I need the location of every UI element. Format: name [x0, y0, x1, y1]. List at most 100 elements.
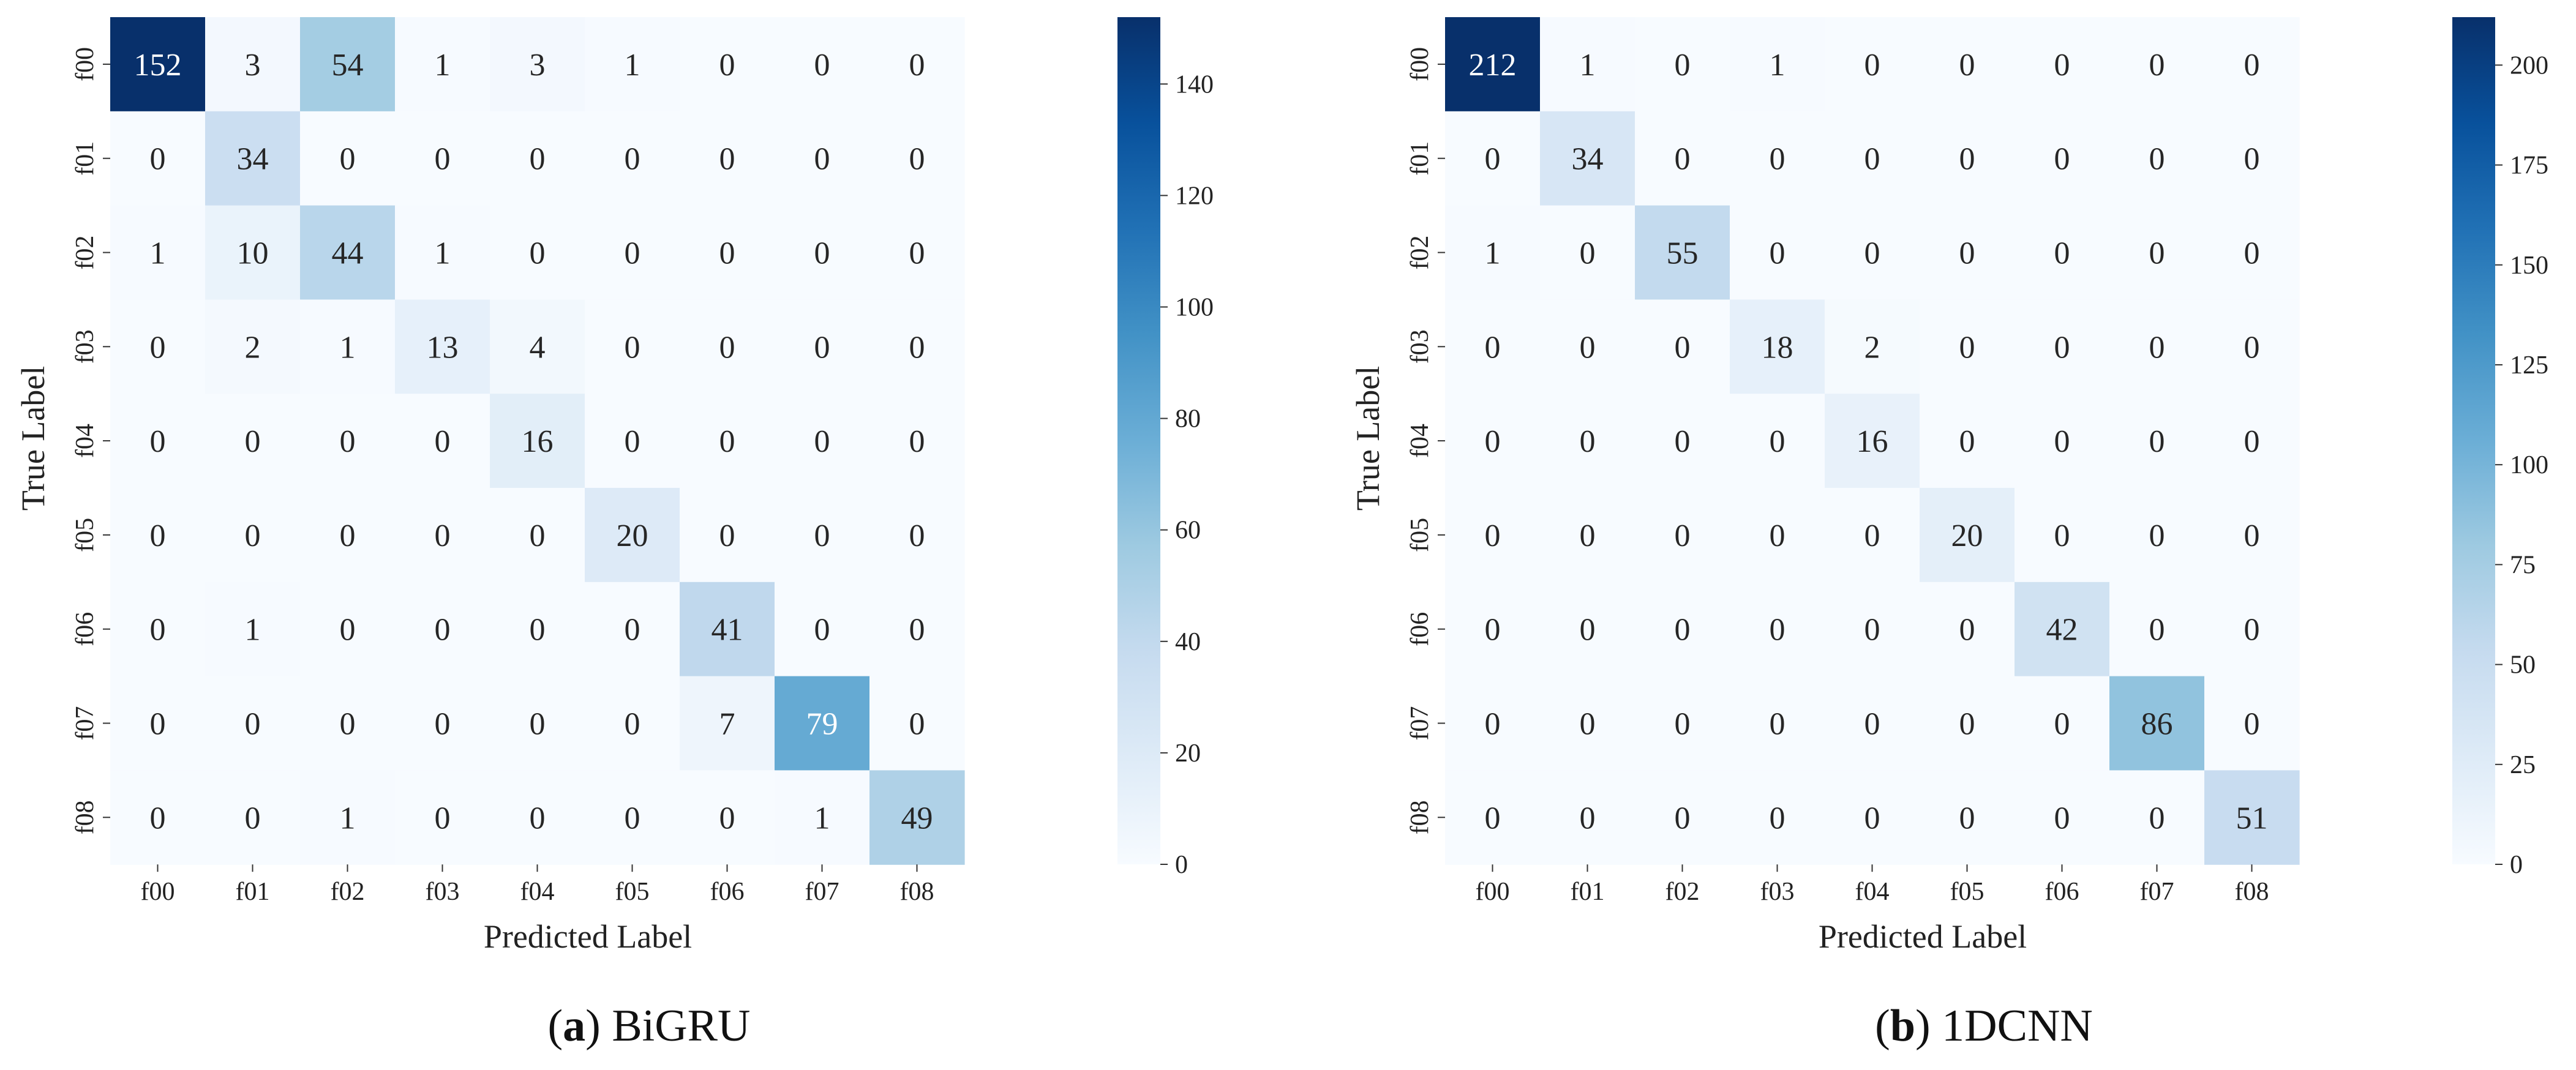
heatmap-cell — [395, 17, 490, 112]
heatmap-cell — [205, 205, 301, 300]
heatmap-cell — [300, 205, 396, 300]
heatmap-panel-a: 152 3 54 1 3 1 0 0 00 34 0 0 0 0 0 0 01 10 44 1 0 0 0 0 00 2 1 13 4 0… — [15, 17, 1214, 1051]
heatmap-cell — [110, 111, 206, 206]
heatmap-cell — [1445, 676, 1541, 771]
cell-value-label: 0 — [435, 707, 451, 742]
heatmap-cell — [1920, 488, 2015, 583]
cell-value-label: 0 — [1580, 613, 1596, 648]
cell-value-label: 0 — [1580, 236, 1596, 271]
heatmap-cell — [205, 488, 301, 583]
cell-value-label: 16 — [522, 424, 554, 459]
heatmap-cell — [1920, 17, 2015, 112]
colorbar-tick-label: 140 — [1175, 70, 1214, 99]
cell-value-label: 0 — [1485, 142, 1501, 177]
cell-value-label: 0 — [245, 801, 261, 836]
heatmap-cell — [490, 394, 585, 488]
heatmap-cell — [585, 582, 680, 677]
heatmap-cell — [1730, 111, 1825, 206]
heatmap-cell — [1730, 299, 1825, 394]
colorbar-tick-label: 100 — [2510, 451, 2548, 479]
heatmap-cell — [2204, 111, 2300, 206]
cell-value-label: 0 — [814, 236, 830, 271]
cell-value-label: 0 — [2244, 707, 2260, 742]
heatmap-cell — [1920, 205, 2015, 300]
y-tick-label: f04 — [71, 424, 99, 458]
y-tick-label: f02 — [71, 236, 99, 270]
heatmap-cell — [869, 582, 965, 677]
cell-value-label: 0 — [1675, 48, 1691, 83]
cell-value-label: 0 — [1959, 613, 1975, 648]
heatmap-cell — [1635, 17, 1730, 112]
heatmap-cell — [585, 770, 680, 865]
x-axis-title-b: Predicted Label — [1819, 918, 2027, 955]
cell-value-label: 0 — [1770, 707, 1786, 742]
cell-value-label: 0 — [1675, 518, 1691, 553]
x-tick-label: f00 — [141, 878, 175, 906]
cell-value-label: 44 — [332, 236, 364, 271]
heatmap-cell — [490, 205, 585, 300]
cell-value-label: 152 — [134, 48, 182, 83]
cell-value-label: 0 — [150, 518, 166, 553]
heatmap-cell — [2109, 488, 2205, 583]
cell-value-label: 7 — [719, 707, 735, 742]
heatmap-cell — [395, 111, 490, 206]
cell-value-label: 0 — [625, 707, 640, 742]
heatmap-cell — [300, 17, 396, 112]
cell-value-label: 0 — [2244, 48, 2260, 83]
cell-value-label: 0 — [150, 330, 166, 365]
y-tick-label: f03 — [1406, 329, 1434, 364]
colorbar-a — [1117, 17, 1160, 864]
cell-value-label: 1 — [245, 613, 261, 648]
heatmap-cell — [775, 676, 870, 771]
x-tick-label: f05 — [615, 878, 650, 906]
heatmap-cell — [1540, 770, 1635, 865]
cell-value-label: 0 — [2244, 330, 2260, 365]
cell-value-label: 0 — [1485, 801, 1501, 836]
heatmap-cell — [2204, 299, 2300, 394]
heatmap-cell — [1825, 205, 1920, 300]
heatmap-cell — [585, 394, 680, 488]
heatmap-cell — [2204, 17, 2300, 112]
heatmap-cell — [2015, 676, 2110, 771]
heatmap-cell — [2204, 770, 2300, 865]
heatmap-cell — [1540, 111, 1635, 206]
colorbar-tick-label: 80 — [1175, 405, 1201, 433]
colorbar-ticks-a: 0 20 40 60 80 100 120 140 — [1160, 70, 1214, 879]
heatmap-cell — [1445, 770, 1541, 865]
cell-value-label: 0 — [1959, 48, 1975, 83]
cell-value-label: 0 — [1770, 801, 1786, 836]
x-tick-label: f03 — [426, 878, 460, 906]
heatmap-cell — [680, 770, 775, 865]
cell-value-label: 0 — [1675, 424, 1691, 459]
heatmap-cell — [490, 676, 585, 771]
cell-value-label: 34 — [237, 142, 269, 177]
heatmap-cell — [680, 111, 775, 206]
cell-value-label: 10 — [237, 236, 269, 271]
heatmap-cell — [2015, 111, 2110, 206]
heatmap-cell — [1730, 488, 1825, 583]
x-tick-label: f04 — [1855, 878, 1890, 906]
cell-value-label: 1 — [340, 330, 356, 365]
heatmap-cell — [869, 299, 965, 394]
heatmap-cell — [1540, 299, 1635, 394]
heatmap-cell — [2015, 582, 2110, 677]
heatmap-cell — [2109, 394, 2205, 488]
heatmap-cell — [1825, 299, 1920, 394]
heatmap-cell — [110, 488, 206, 583]
colorbar-tick-label: 60 — [1175, 517, 1201, 545]
cell-value-label: 2 — [245, 330, 261, 365]
x-tick-label: f06 — [2045, 878, 2079, 906]
heatmap-cell — [1920, 111, 2015, 206]
heatmap-cell — [1825, 488, 1920, 583]
x-tick-label: f01 — [1571, 878, 1605, 906]
cell-value-label: 212 — [1469, 48, 1517, 83]
heatmap-cell — [2109, 582, 2205, 677]
cell-value-label: 4 — [530, 330, 546, 365]
heatmap-cell — [395, 488, 490, 583]
cell-value-label: 0 — [245, 424, 261, 459]
heatmap-cell — [300, 770, 396, 865]
heatmap-cell — [2015, 394, 2110, 488]
heatmap-cell — [110, 205, 206, 300]
cell-value-label: 0 — [245, 518, 261, 553]
heatmap-cell — [110, 17, 206, 112]
